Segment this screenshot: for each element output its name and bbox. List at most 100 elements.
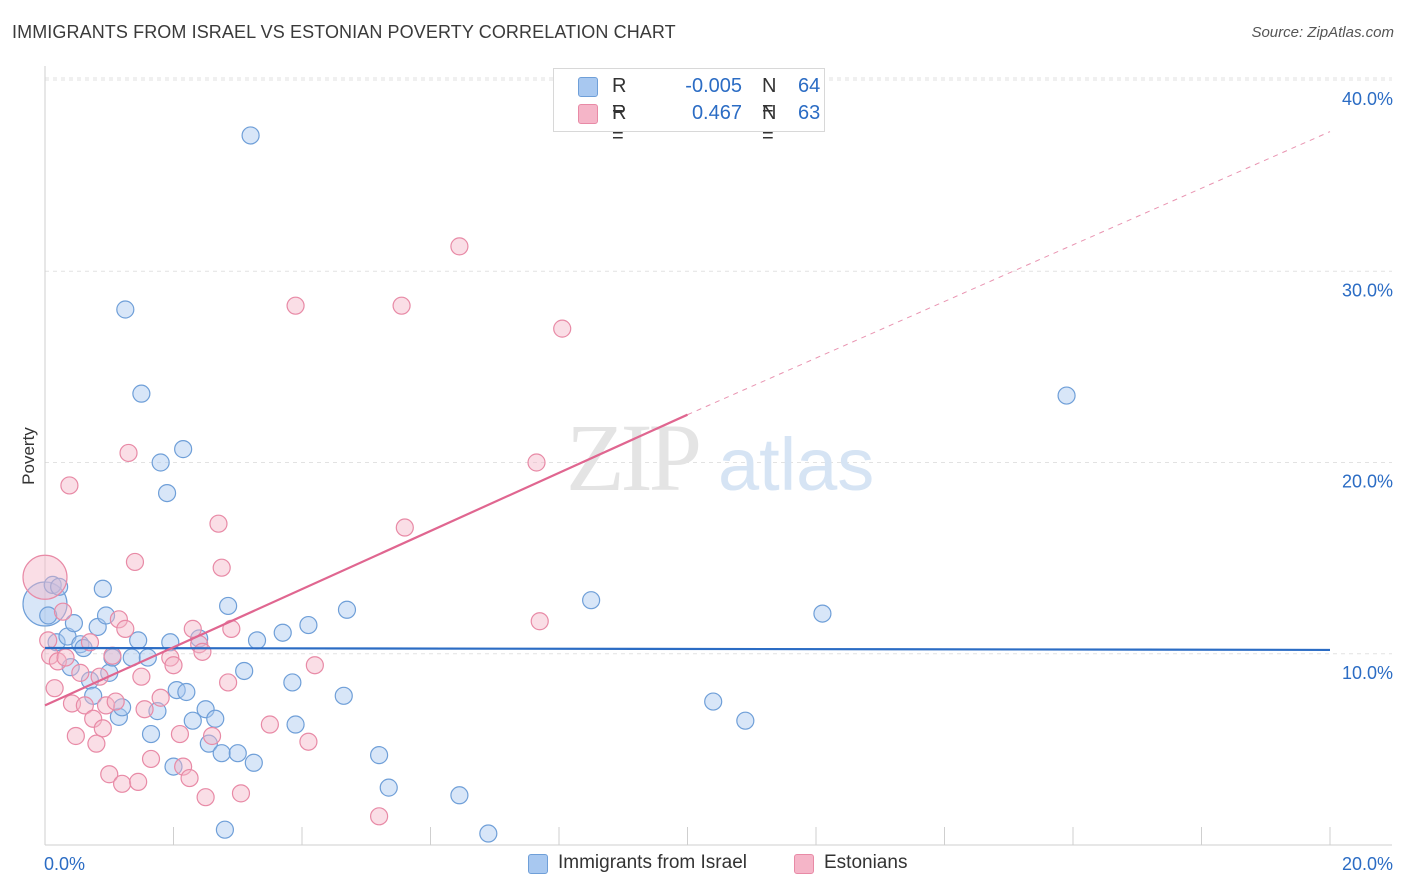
- estonian-point: [129, 772, 148, 791]
- estonian-point: [170, 724, 190, 744]
- source-label: Source: ZipAtlas.com: [1251, 24, 1394, 41]
- estonian-point: [370, 807, 389, 826]
- israel-point: [164, 757, 183, 776]
- israel-point: [39, 606, 58, 625]
- israel-point: [50, 577, 69, 596]
- israel-point: [299, 615, 318, 635]
- estonian-point: [119, 443, 138, 463]
- estonian-point: [392, 296, 411, 315]
- stats-legend: R = -0.005 N = 64 R = 0.467 N = 63: [553, 68, 825, 147]
- estonian-point: [530, 612, 549, 631]
- n-label: N =: [762, 102, 777, 147]
- israel-point: [109, 707, 128, 726]
- israel-point: [177, 682, 196, 702]
- estonian-point: [135, 700, 154, 719]
- israel-point: [479, 824, 498, 843]
- tick-labels: 10.0% 20.0% 30.0% 40.0% 0.0% 20.0%: [44, 89, 1393, 874]
- estonian-point: [450, 237, 469, 256]
- estonian-point: [286, 296, 305, 315]
- israel-point: [228, 744, 247, 763]
- estonian-point: [75, 696, 94, 715]
- estonian-point: [125, 552, 145, 572]
- israel-point: [334, 686, 353, 705]
- israel-point: [241, 126, 260, 145]
- estonian-point: [60, 476, 79, 495]
- axes: [44, 66, 1392, 846]
- estonian-point: [87, 734, 106, 753]
- israel-point: [370, 746, 389, 765]
- israel-points: [22, 126, 1076, 843]
- israel-point: [215, 820, 234, 839]
- watermark: ZIP atlas: [566, 404, 874, 511]
- estonian-point: [164, 656, 183, 675]
- estonian-point: [202, 726, 222, 746]
- estonian-point: [209, 514, 228, 533]
- estonian-point: [219, 673, 238, 692]
- estonian-point: [100, 765, 119, 784]
- estonian-point: [103, 646, 122, 665]
- y-tick-label: 40.0%: [1342, 89, 1393, 109]
- r-label: R =: [612, 102, 627, 147]
- r-value: -0.005: [685, 75, 742, 97]
- estonian-point: [141, 749, 161, 769]
- estonian-point-large: [22, 554, 68, 600]
- estonian-point: [84, 709, 103, 728]
- estonian-point: [53, 602, 73, 621]
- watermark-zip: ZIP: [566, 404, 699, 511]
- estonian-point: [395, 518, 414, 537]
- legend-label-israel: Immigrants from Israel: [558, 852, 747, 873]
- israel-point: [450, 786, 469, 805]
- israel-point: [64, 614, 84, 633]
- y-tick-label: 10.0%: [1342, 663, 1393, 683]
- israel-swatch: [578, 77, 598, 97]
- estonian-trend-line: [44, 413, 688, 707]
- israel-point: [286, 715, 305, 734]
- israel-point: [141, 724, 161, 744]
- israel-point: [247, 631, 267, 650]
- estonian-point: [527, 453, 546, 472]
- israel-point: [379, 778, 398, 797]
- estonian-point: [66, 726, 85, 746]
- y-tick-label: 20.0%: [1342, 472, 1393, 492]
- estonian-point: [71, 663, 90, 682]
- israel-point: [138, 648, 157, 667]
- estonian-point: [174, 757, 193, 776]
- estonian-point: [212, 558, 231, 577]
- israel-point: [244, 753, 263, 772]
- israel-point: [206, 709, 225, 728]
- israel-point: [736, 711, 755, 730]
- estonian-trend-extension: [687, 131, 1331, 416]
- chart-title: IMMIGRANTS FROM ISRAEL VS ESTONIAN POVER…: [12, 22, 676, 42]
- estonian-legend-swatch: [794, 854, 814, 874]
- israel-point: [337, 600, 357, 619]
- r-label: R =: [612, 75, 627, 120]
- n-value: 64: [798, 75, 821, 97]
- israel-point: [183, 711, 202, 730]
- israel-point: [174, 440, 193, 459]
- x-tick-label-max: 20.0%: [1342, 854, 1393, 874]
- estonian-point: [56, 648, 75, 667]
- estonian-point: [260, 715, 279, 734]
- estonian-point: [305, 656, 324, 675]
- israel-point: [93, 579, 112, 598]
- estonian-point: [39, 631, 58, 650]
- estonian-points: [22, 237, 572, 826]
- estonian-point: [109, 610, 128, 629]
- israel-point: [196, 700, 215, 719]
- y-tick-label: 30.0%: [1342, 280, 1393, 300]
- estonian-point: [132, 667, 151, 686]
- israel-point: [273, 623, 292, 642]
- israel-point: [582, 591, 601, 610]
- estonian-point: [93, 719, 112, 738]
- grid: [45, 77, 1392, 655]
- israel-point: [43, 575, 62, 595]
- estonian-point: [80, 633, 100, 652]
- israel-point: [116, 300, 135, 319]
- israel-trend-line: [44, 646, 1331, 652]
- legend-label-estonians: Estonians: [824, 852, 908, 873]
- israel-point: [283, 673, 302, 692]
- estonian-point: [553, 319, 572, 338]
- r-value: 0.467: [691, 102, 742, 124]
- israel-point: [813, 604, 832, 623]
